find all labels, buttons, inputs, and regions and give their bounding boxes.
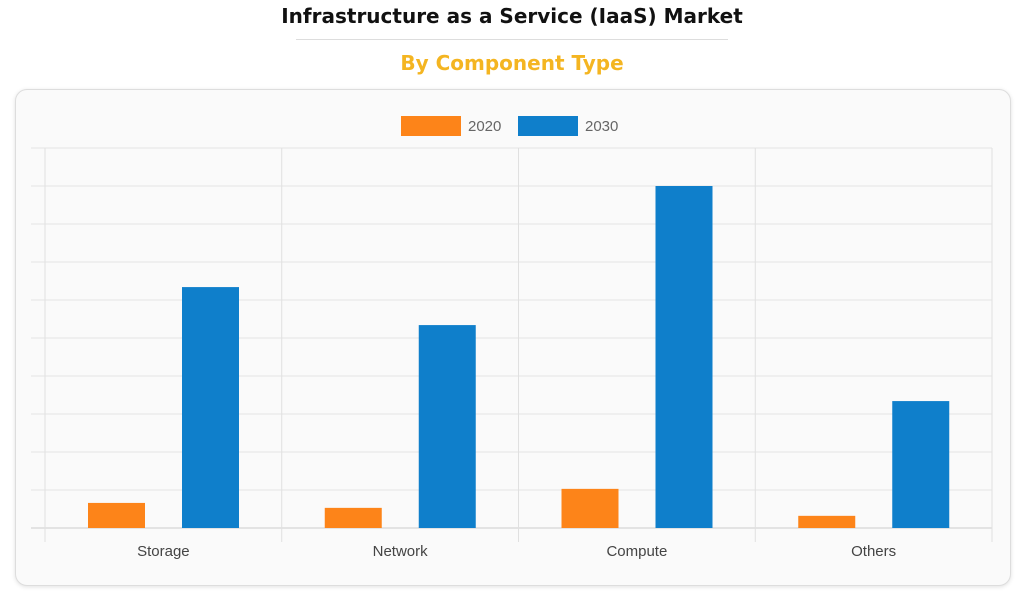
- bar-2020-compute: [561, 488, 619, 528]
- legend-label: 2020: [468, 118, 501, 135]
- title-divider: [296, 39, 728, 40]
- bar-2020-storage: [88, 502, 145, 528]
- legend-label: 2030: [585, 118, 618, 135]
- bar-2020-others: [798, 515, 856, 528]
- page-subtitle: By Component Type: [400, 51, 624, 75]
- page-title: Infrastructure as a Service (IaaS) Marke…: [281, 4, 743, 28]
- bar-2030-storage: [182, 287, 239, 528]
- bar-2020-network: [324, 507, 382, 528]
- x-tick-label: Network: [373, 543, 429, 560]
- legend-swatch-2030: [518, 116, 578, 136]
- bar-2030-network: [418, 325, 476, 528]
- bar-2030-others: [892, 401, 950, 528]
- x-tick-label: Others: [851, 543, 896, 560]
- x-tick-label: Compute: [606, 543, 667, 560]
- bar-2030-compute: [655, 186, 713, 528]
- legend-swatch-2020: [401, 116, 461, 136]
- x-tick-label: Storage: [137, 543, 190, 560]
